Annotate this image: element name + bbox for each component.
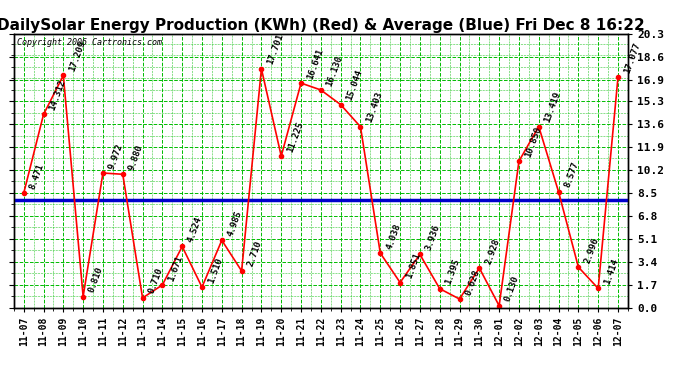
Text: 11.225: 11.225: [286, 120, 305, 153]
Text: 0.810: 0.810: [88, 266, 105, 294]
Text: 2.710: 2.710: [246, 240, 264, 268]
Text: 9.880: 9.880: [127, 143, 145, 171]
Text: 4.985: 4.985: [226, 209, 244, 237]
Text: 8.471: 8.471: [28, 162, 46, 190]
Text: 0.130: 0.130: [503, 274, 521, 303]
Text: 14.312: 14.312: [48, 78, 67, 112]
Text: 2.996: 2.996: [582, 236, 600, 264]
Text: 10.850: 10.850: [523, 125, 542, 158]
Text: 2.928: 2.928: [484, 237, 501, 265]
Text: 17.701: 17.701: [266, 33, 285, 66]
Text: 13.419: 13.419: [543, 90, 562, 124]
Text: 17.209: 17.209: [68, 39, 87, 73]
Text: 1.395: 1.395: [444, 258, 462, 286]
Text: 4.038: 4.038: [384, 222, 402, 250]
Title: DailySolar Energy Production (KWh) (Red) & Average (Blue) Fri Dec 8 16:22: DailySolar Energy Production (KWh) (Red)…: [0, 18, 644, 33]
Text: 4.524: 4.524: [186, 215, 204, 244]
Text: 1.510: 1.510: [206, 256, 224, 284]
Text: Copyright 2006 Cartronics.com: Copyright 2006 Cartronics.com: [17, 38, 162, 47]
Text: 1.851: 1.851: [404, 251, 422, 280]
Text: 9.972: 9.972: [107, 142, 125, 170]
Text: 8.577: 8.577: [563, 161, 580, 189]
Text: 13.403: 13.403: [364, 91, 384, 124]
Text: 3.936: 3.936: [424, 223, 442, 252]
Text: 16.641: 16.641: [305, 47, 325, 80]
Text: 15.044: 15.044: [345, 69, 364, 102]
Text: 1.671: 1.671: [166, 254, 184, 282]
Text: 16.130: 16.130: [325, 54, 344, 87]
Text: 0.628: 0.628: [464, 268, 482, 296]
Text: 17.077: 17.077: [622, 41, 642, 74]
Text: 0.710: 0.710: [147, 267, 164, 295]
Text: 1.414: 1.414: [602, 257, 620, 286]
